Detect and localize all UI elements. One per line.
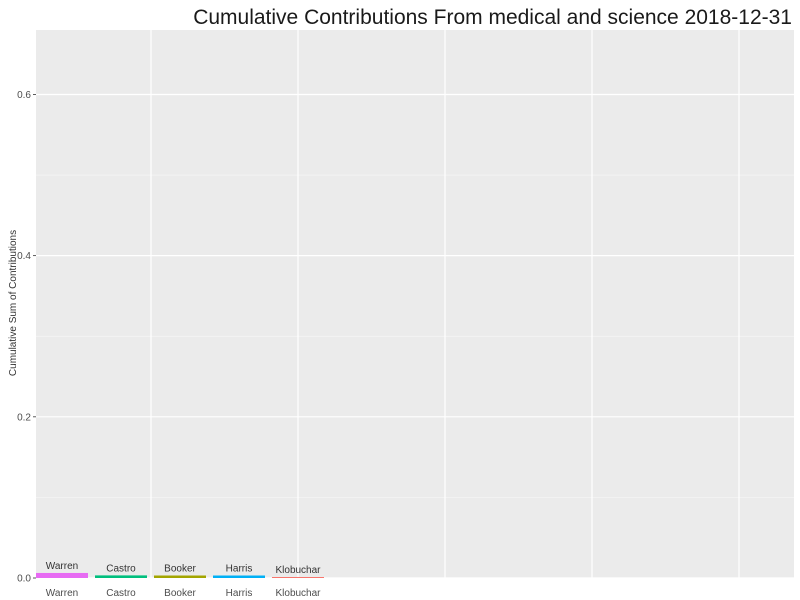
y-tick-label: 0.2 [17,412,31,423]
bar-label-warren: Warren [46,561,78,572]
bar-harris [213,575,265,578]
x-tick-label-harris: Harris [226,588,253,599]
y-tick-label: 0.6 [17,90,31,101]
y-axis-ticks: 0.0 0.2 0.4 0.6 [17,90,36,585]
bar-label-klobuchar: Klobuchar [275,565,321,576]
y-tick-label: 0.4 [17,251,31,262]
x-axis-labels: Warren Castro Booker Harris Klobuchar [46,588,321,599]
bar-label-castro: Castro [106,563,136,574]
plot-panel [36,30,794,578]
x-tick-label-castro: Castro [106,588,136,599]
chart-title: Cumulative Contributions From medical an… [193,6,792,29]
grid-lines [36,30,794,579]
y-axis-label: Cumulative Sum of Contributions [8,230,19,376]
x-tick-label-booker: Booker [164,588,196,599]
bars: Warren Castro Booker Harris Klobuchar [36,561,324,578]
bar-klobuchar [272,577,324,578]
bar-castro [95,575,147,578]
bar-booker [154,575,206,578]
y-tick-label: 0.0 [17,574,31,585]
bar-label-harris: Harris [226,564,253,575]
bar-warren [36,572,88,578]
x-tick-label-klobuchar: Klobuchar [275,588,321,599]
bar-label-booker: Booker [164,564,196,575]
x-tick-label-warren: Warren [46,588,78,599]
